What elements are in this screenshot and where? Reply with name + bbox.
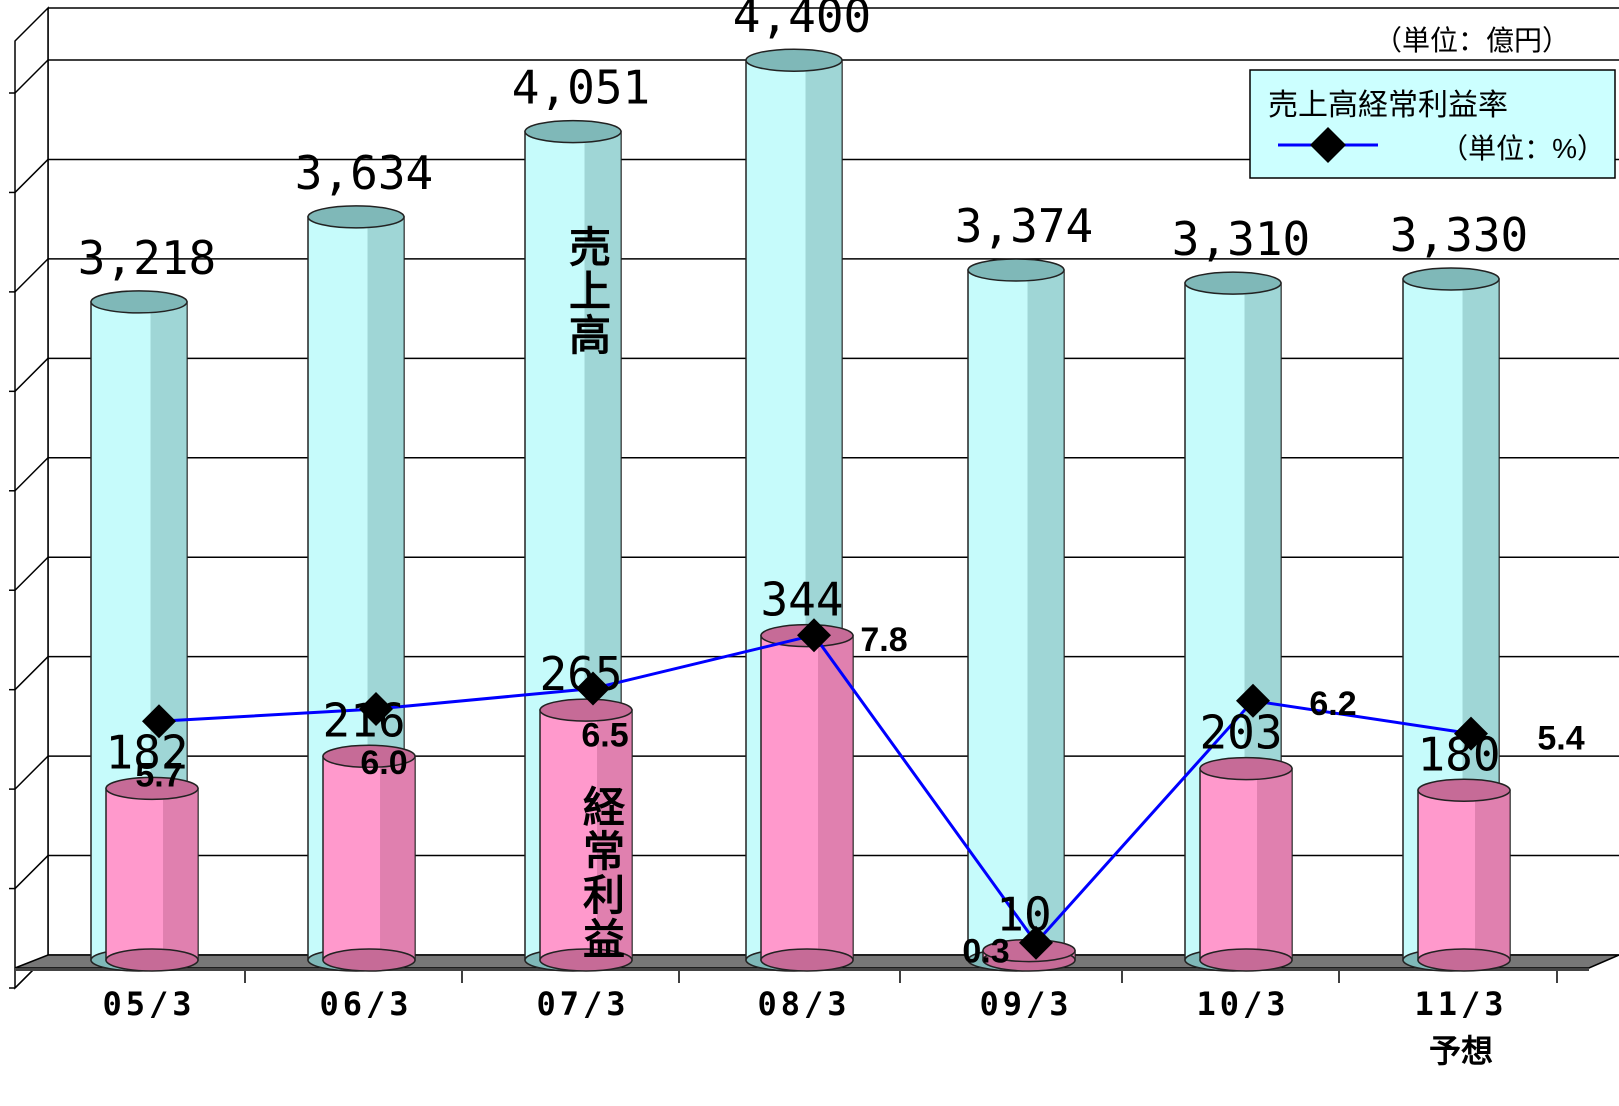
rate-value-label: 6.5 <box>581 717 628 755</box>
profit-bar <box>322 744 416 972</box>
profit-bar-bottom <box>539 948 633 972</box>
gridline-depth <box>14 755 49 790</box>
sales-series-inline-label: 売上高 <box>569 224 611 359</box>
sales-bar-cap <box>1184 271 1282 295</box>
x-tick-label: 07/3 <box>536 985 629 1023</box>
gridline-depth <box>14 258 49 293</box>
profit-bar <box>1199 756 1293 972</box>
sales-value-label: 3,218 <box>78 231 216 285</box>
rate-value-label: 6.2 <box>1309 685 1356 723</box>
profit-bar-cap <box>1417 778 1511 803</box>
profit-value-label: 180 <box>1417 727 1500 781</box>
x-tick-label: 08/3 <box>757 985 850 1023</box>
profit-bar-shade <box>818 635 853 960</box>
rate-value-label: 0.3 <box>962 933 1009 971</box>
profit-bar-bottom <box>105 948 199 972</box>
gridline-depth <box>14 556 49 591</box>
profit-value-label: 182 <box>105 725 188 779</box>
profit-bar-bottom <box>1417 948 1511 972</box>
x-tick-label: 10/3 <box>1196 985 1289 1023</box>
profit-bar-shade <box>597 710 632 960</box>
profit-value-label: 265 <box>539 647 622 701</box>
rate-marker <box>1019 925 1053 960</box>
profit-bar <box>760 623 854 972</box>
rate-marker <box>359 692 393 726</box>
sales-bar-cap <box>307 205 405 229</box>
x-tick-sublabel: 予想 <box>1429 1033 1493 1069</box>
profit-value-label: 344 <box>760 573 843 627</box>
profit-bar-cap <box>322 744 416 769</box>
profit-bar-bottom <box>322 948 416 972</box>
profit-bar-cap <box>105 776 199 801</box>
profit-bar <box>982 938 1076 972</box>
unit-note: （単位：億円） <box>1374 25 1570 56</box>
profit-value-label: 10 <box>996 888 1051 942</box>
profit-value-label: 216 <box>322 693 405 747</box>
legend-unit: （単位：%） <box>1440 133 1605 164</box>
rate-line <box>142 618 1488 960</box>
rate-marker <box>1236 683 1270 718</box>
profit-bar <box>105 776 199 972</box>
sales-value-label: 4,051 <box>512 61 650 115</box>
gridline-depth <box>14 457 49 492</box>
profit-bar-cap <box>539 698 633 722</box>
sales-bar <box>967 258 1065 972</box>
sales-value-label: 3,634 <box>295 146 433 200</box>
sales-bar-cap <box>745 48 843 72</box>
profit-bar-shade <box>1257 768 1292 960</box>
profit-bar-shade <box>380 756 415 960</box>
profit-series-inline-label: 経常利益 <box>583 784 626 963</box>
sales-bar-cap <box>90 290 188 314</box>
profit-bar-cap <box>1199 756 1293 781</box>
sales-value-label: 3,330 <box>1390 208 1528 262</box>
profit-bar-bottom <box>760 948 854 972</box>
sales-bar-shade <box>1027 270 1064 961</box>
legend: 売上高経常利益率 （単位：%） <box>1249 69 1616 179</box>
sales-bar-cap <box>524 119 622 144</box>
gridline-depth <box>14 357 49 392</box>
rate-marker <box>576 671 610 706</box>
sales-value-label: 3,310 <box>1172 212 1310 266</box>
x-tick-label: 06/3 <box>319 985 412 1023</box>
gridline-depth <box>14 656 49 691</box>
x-tick-label: 11/3 <box>1414 985 1507 1023</box>
x-tick-label: 09/3 <box>979 985 1072 1023</box>
data-labels: 3,218 182 3,634 216 4,051 265 4,400 344 3,374 10 3… <box>78 0 1585 971</box>
profit-bar-shade <box>163 788 198 960</box>
gridline-depth <box>14 59 49 94</box>
side-wall <box>14 6 49 990</box>
sales-value-label: 4,400 <box>733 0 871 43</box>
rate-value-label: 5.4 <box>1537 720 1584 758</box>
rate-value-label: 6.0 <box>360 744 407 782</box>
x-tick-label: 05/3 <box>102 985 195 1023</box>
gridline-depth <box>14 158 49 193</box>
legend-title: 売上高経常利益率 <box>1268 89 1508 122</box>
profit-bar-bottom <box>1199 948 1293 972</box>
rate-value-label: 7.8 <box>860 621 907 659</box>
rate-marker <box>142 704 176 739</box>
sales-bar-cap <box>967 258 1065 282</box>
rate-value-label: 5.7 <box>135 756 182 794</box>
x-axis: 05/3 06/3 07/3 08/3 09/3 10/3 11/3 予想 <box>102 971 1558 1069</box>
rate-marker <box>1454 716 1488 751</box>
gridline-depth <box>14 855 49 890</box>
legend-diamond-marker <box>1310 127 1346 163</box>
bars <box>90 48 1511 972</box>
profit-value-label: 203 <box>1199 706 1282 760</box>
profit-bar <box>539 698 633 972</box>
profit-bar-shade <box>1475 790 1510 960</box>
rate-marker <box>797 618 831 653</box>
legend-box <box>1249 69 1616 179</box>
sales-bar-cap <box>1402 267 1500 291</box>
sales-value-label: 3,374 <box>955 199 1093 253</box>
profit-bar <box>1417 778 1511 972</box>
